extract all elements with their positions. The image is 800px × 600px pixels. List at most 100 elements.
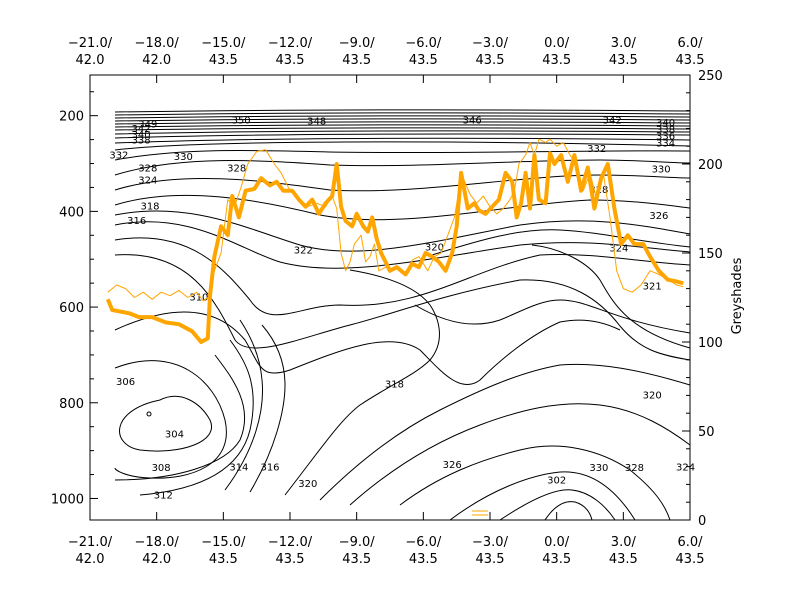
contour-line	[114, 254, 691, 361]
contour-label: 342	[603, 115, 622, 126]
contour-label: 306	[116, 377, 135, 388]
contour-label: 316	[127, 216, 146, 227]
contour-label: 320	[425, 243, 444, 254]
contour-line	[544, 501, 593, 521]
x-tick-label-top-lat: 43.5	[542, 53, 571, 68]
x-tick-label-top-lat: 43.5	[409, 53, 438, 68]
contour-label: 330	[652, 165, 671, 176]
contour-line	[114, 221, 691, 269]
contour-line	[114, 354, 246, 481]
contour-label: 304	[165, 429, 184, 440]
contour-line	[114, 159, 691, 176]
x-tick-label-bottom-lat: 43.5	[476, 552, 505, 567]
x-tick-label-top-lat: 43.5	[676, 53, 705, 68]
contour-label: 332	[587, 144, 606, 155]
contour-line	[114, 109, 691, 113]
contour-label: 330	[174, 152, 193, 163]
contour-min-marker	[146, 411, 152, 417]
y-tick-label-left: 200	[59, 110, 84, 125]
x-tick-label-bottom-lat: 43.5	[542, 552, 571, 567]
contour-label: 350	[232, 115, 251, 126]
x-tick-label-top-lat: 43.5	[342, 53, 371, 68]
contour-label: 324	[609, 244, 628, 255]
bottom-marker	[472, 510, 488, 516]
contour-line	[114, 130, 691, 135]
x-tick-label-bottom-lat: 43.5	[676, 552, 705, 567]
x-tick-label-bottom-lat: 42.0	[142, 552, 171, 567]
contour-line	[114, 149, 691, 161]
contour-label: 330	[589, 463, 608, 474]
y-tick-label-right: 0	[698, 514, 706, 529]
x-tick-label-bottom-lon: −21.0/	[68, 535, 113, 550]
contour-label: 324	[138, 175, 157, 186]
series-line-thick	[105, 151, 684, 344]
contour-line	[114, 112, 691, 116]
axes: −21.0/42.0 −21.0/42.0 −18.0/42.0 −18.0/42.0…	[51, 36, 723, 567]
contour-line	[114, 174, 691, 192]
x-tick-label-bottom-lon: −15.0/	[201, 535, 246, 550]
contour-label: 312	[154, 491, 173, 502]
contour-label: 340	[132, 130, 151, 141]
contour-label: 328	[625, 463, 644, 474]
contour-label: 321	[643, 281, 662, 292]
contour-line	[114, 124, 691, 128]
contour-line	[224, 319, 263, 491]
contour-label: 338	[656, 125, 675, 136]
y-tick-label-right: 250	[698, 69, 723, 84]
x-tick-label-top-lon: −12.0/	[268, 36, 313, 51]
contour-line	[114, 141, 691, 151]
x-tick-label-top-lon: −15.0/	[201, 36, 246, 51]
x-tick-label-top-lat: 43.5	[276, 53, 305, 68]
y-tick-label-right: 200	[698, 158, 723, 173]
contour-label: 320	[298, 479, 317, 490]
contour-label: 334	[656, 138, 675, 149]
contour-label: 322	[294, 246, 313, 257]
contour-line	[119, 395, 213, 452]
contour-label: 308	[152, 463, 171, 474]
x-tick-label-bottom-lon: −3.0/	[472, 535, 509, 550]
plot-frame	[89, 74, 691, 521]
contour-label: 348	[307, 116, 326, 127]
contour-line	[139, 339, 254, 496]
x-tick-label-bottom-lat: 43.5	[209, 552, 238, 567]
contour-label: 328	[227, 163, 246, 174]
contour-label: 328	[138, 163, 157, 174]
x-tick-label-top-lon: 0.0/	[544, 36, 570, 51]
contour-line	[284, 269, 440, 496]
x-tick-label-top-lat: 42.0	[76, 53, 105, 68]
contour-label: 349	[138, 119, 157, 130]
contour-label: 302	[547, 475, 566, 486]
x-tick-label-bottom-lon: −6.0/	[405, 535, 442, 550]
data-series	[105, 138, 684, 344]
contour-line	[114, 194, 691, 221]
contour-line	[449, 471, 636, 521]
contour-label: 340	[656, 118, 675, 129]
contour-label: 342	[132, 124, 151, 135]
x-tick-label-top-lat: 43.5	[609, 53, 638, 68]
contour-line	[114, 210, 691, 252]
contour-label: 318	[385, 380, 404, 391]
right-axis-title: Greyshades	[730, 257, 745, 334]
contour-line	[349, 403, 691, 506]
y-tick-label-left: 800	[59, 397, 84, 412]
contour-line	[114, 118, 691, 122]
contour-line	[114, 237, 691, 316]
x-tick-label-bottom-lon: 6.0/	[677, 535, 703, 550]
contour-line	[414, 299, 691, 334]
contour-label: 332	[109, 150, 128, 161]
contour-line	[399, 445, 671, 521]
contour-line	[319, 363, 691, 501]
contour-label: 318	[140, 202, 159, 213]
contour-lines	[114, 109, 691, 521]
contour-label: 324	[676, 462, 695, 473]
contour-line	[114, 137, 691, 144]
y-tick-label-right: 100	[698, 336, 723, 351]
contour-label: 314	[229, 462, 248, 473]
contour-label: 326	[649, 211, 668, 222]
x-tick-label-bottom-lat: 43.5	[342, 552, 371, 567]
x-tick-label-bottom-lat: 43.5	[276, 552, 305, 567]
x-tick-label-bottom-lon: −9.0/	[339, 535, 376, 550]
contour-line	[114, 133, 691, 139]
